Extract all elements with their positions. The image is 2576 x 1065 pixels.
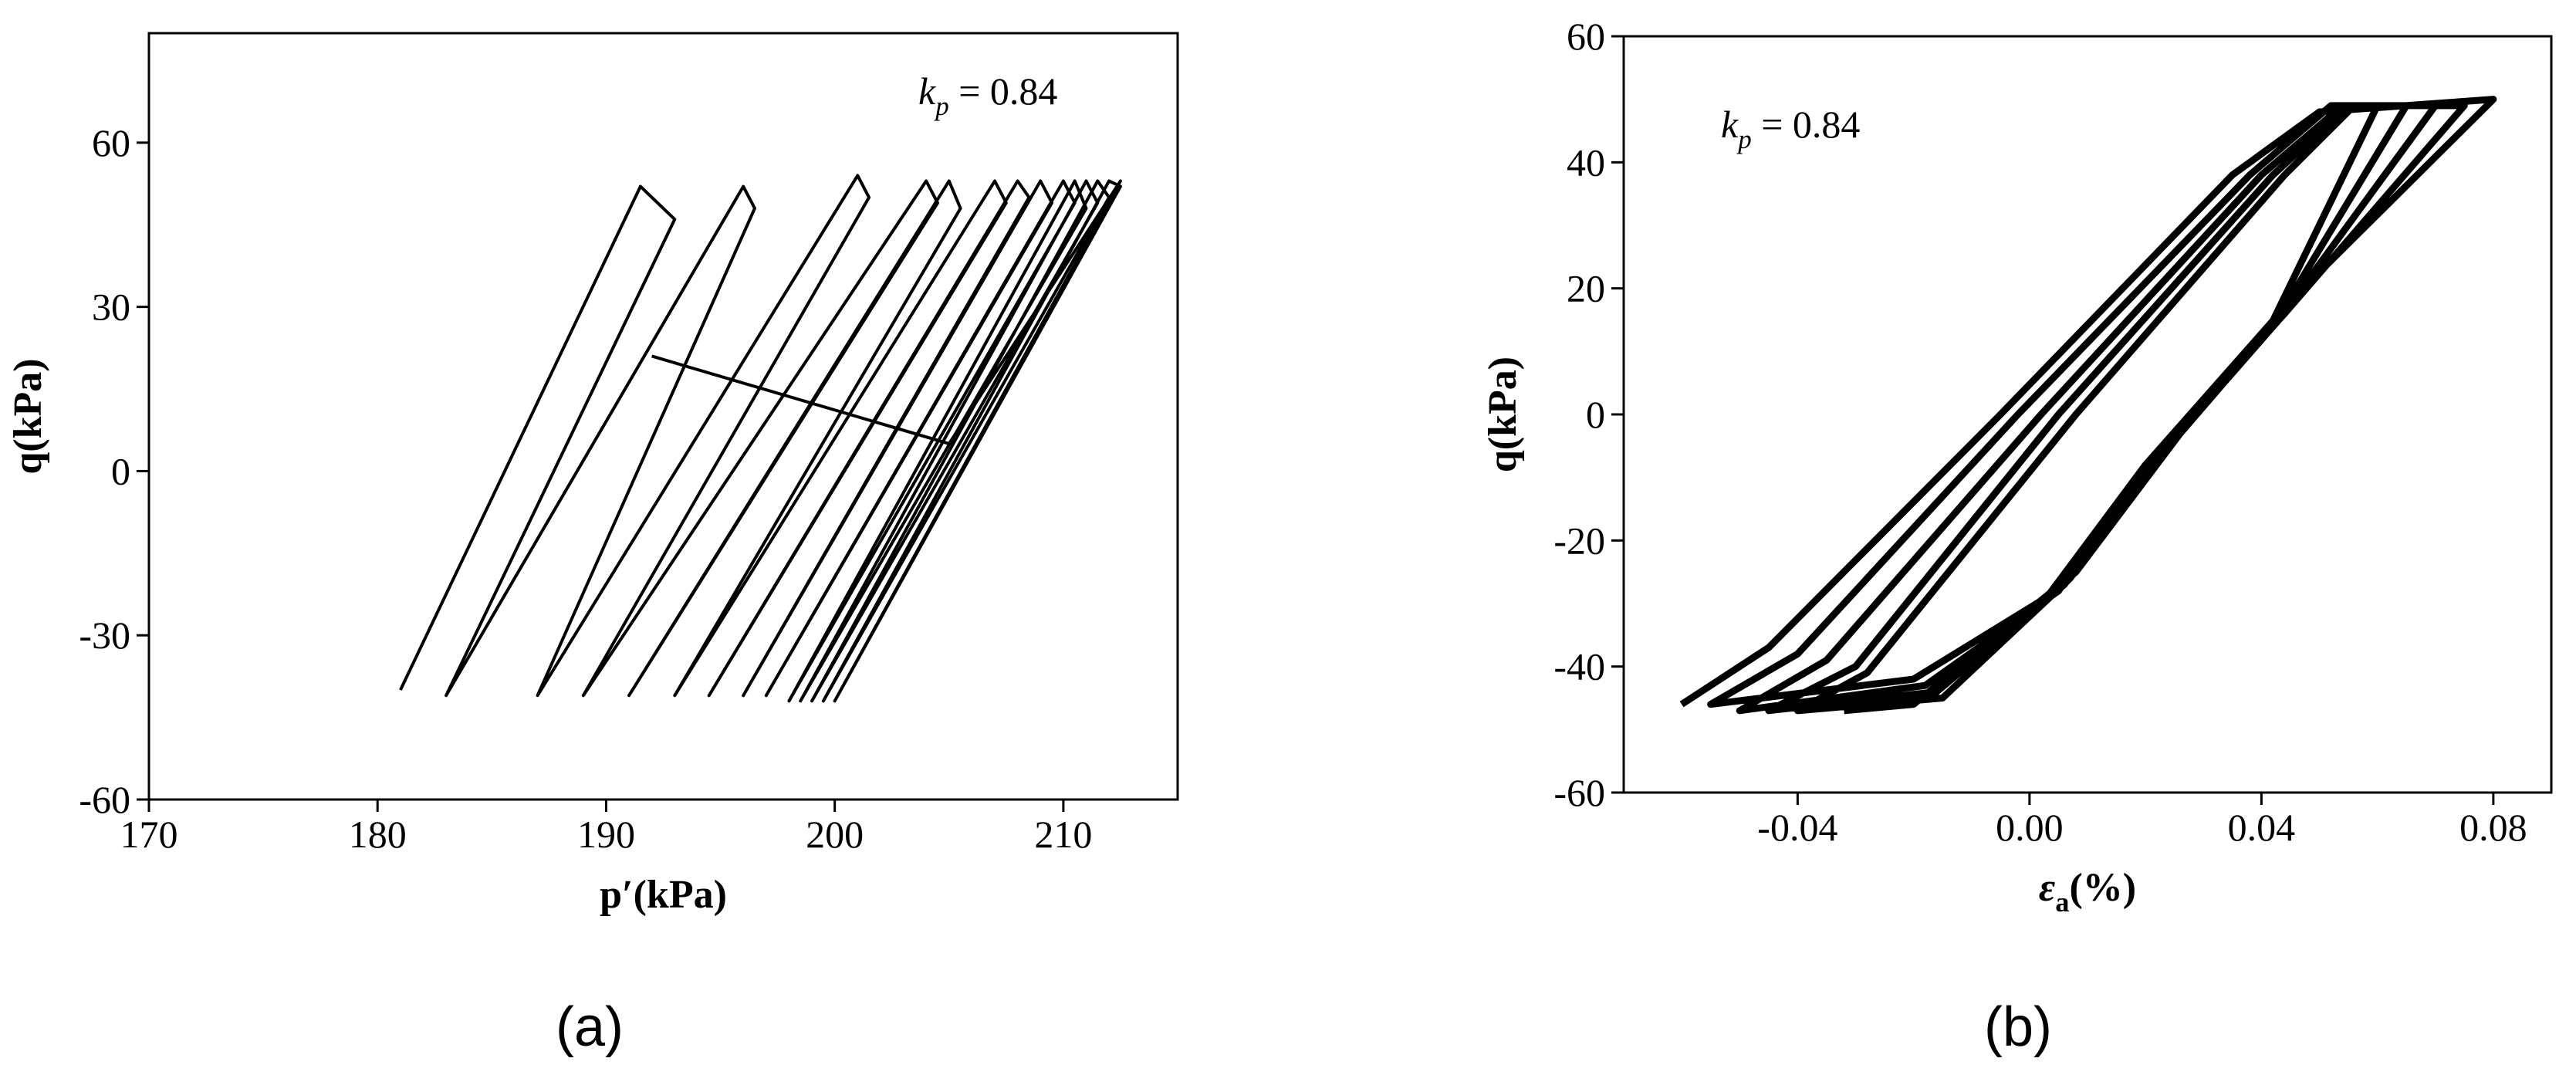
- x-tick-label: 180: [349, 813, 407, 856]
- x-tick-label: 0.00: [1996, 806, 2064, 849]
- y-tick-label: 0: [1586, 393, 1605, 436]
- x-axis-label-subscript: a: [2055, 887, 2069, 918]
- y-tick-label: -30: [79, 614, 130, 657]
- annotation-symbol: k: [918, 69, 936, 113]
- y-tick-label: -60: [1553, 771, 1605, 814]
- x-axis-label: p′(kPa): [600, 873, 727, 917]
- y-tick-label: 40: [1567, 140, 1605, 184]
- x-tick-label: 170: [120, 813, 178, 856]
- y-axis-label: q(kPa): [6, 358, 50, 474]
- annotation-subscript: p: [933, 91, 949, 121]
- annotation-symbol: k: [1721, 103, 1739, 146]
- y-tick-label: -40: [1553, 645, 1605, 688]
- y-tick-label: 60: [1567, 15, 1605, 58]
- annotation-text: = 0.84: [949, 69, 1058, 113]
- y-tick-label: 20: [1567, 267, 1605, 310]
- stress-path: [399, 174, 1122, 703]
- x-tick-label: -0.04: [1757, 806, 1837, 849]
- x-tick-label: 190: [577, 813, 635, 856]
- annotation-text: = 0.84: [1752, 103, 1861, 146]
- plot-frame: [1622, 35, 2553, 794]
- x-tick-label: 0.08: [2459, 806, 2527, 849]
- x-tick-label: 200: [806, 813, 864, 856]
- x-axis-label: εa(%): [2039, 866, 2136, 918]
- annotation-subscript: p: [1736, 124, 1752, 154]
- panel-label: (b): [1984, 996, 2052, 1058]
- x-axis-label-symbol: ε: [2039, 866, 2055, 910]
- stress-path: [1679, 96, 2497, 715]
- y-tick-label: -60: [79, 778, 130, 821]
- x-axis-label-text: (%): [2069, 866, 2136, 910]
- y-tick-label: 60: [92, 121, 130, 164]
- panel-label: (a): [556, 996, 624, 1058]
- y-tick-label: 0: [111, 449, 130, 492]
- annotation: kp = 0.84: [918, 69, 1057, 121]
- plot-frame: [147, 32, 1179, 801]
- annotation: kp = 0.84: [1721, 103, 1860, 154]
- x-tick-label: 210: [1034, 813, 1092, 856]
- y-axis-label: q(kPa): [1481, 357, 1525, 472]
- y-tick-label: 30: [92, 286, 130, 329]
- y-tick-label: -20: [1553, 519, 1605, 562]
- x-tick-label: 0.04: [2228, 806, 2296, 849]
